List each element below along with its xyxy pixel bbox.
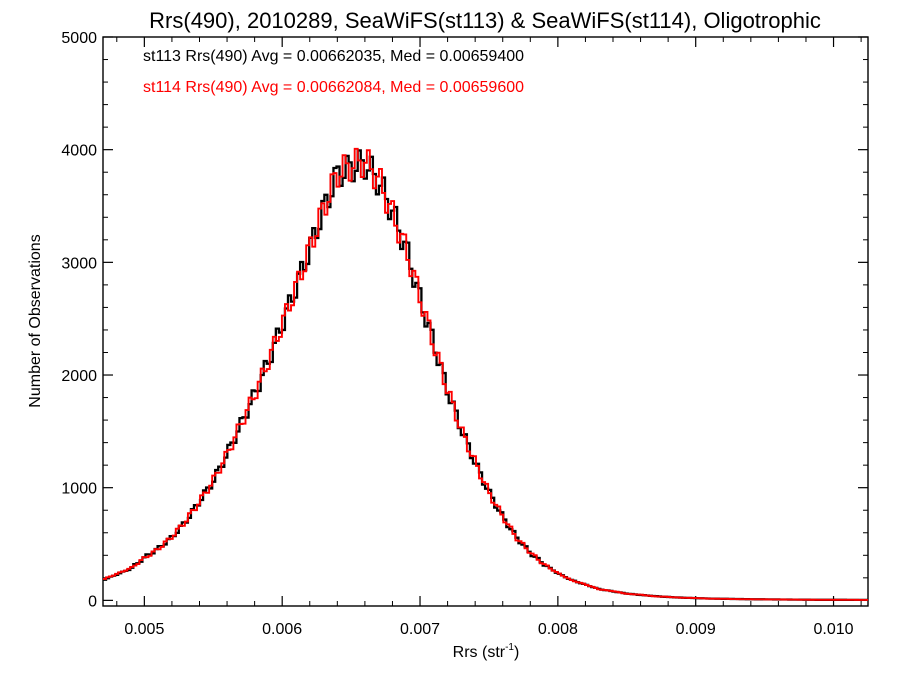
- y-tick-label: 3000: [61, 255, 97, 272]
- y-tick-label: 1000: [61, 481, 97, 498]
- x-tick-label: 0.006: [262, 621, 302, 638]
- x-tick-label: 0.005: [124, 621, 164, 638]
- x-axis-ticks: 0.005 0.006 0.007 0.008 0.009 0.010: [116, 37, 862, 638]
- st113-stats-annotation: st113 Rrs(490) Avg = 0.00662035, Med = 0…: [143, 48, 524, 65]
- st114-stats-annotation: st114 Rrs(490) Avg = 0.00662084, Med = 0…: [143, 79, 524, 96]
- y-axis-ticks: 0 1000 2000 3000 4000 5000: [61, 30, 868, 610]
- y-tick-label: 0: [88, 593, 97, 610]
- x-tick-label: 0.008: [538, 621, 578, 638]
- x-axis-label-superscript: -1: [505, 642, 514, 653]
- x-axis-label-close: ): [514, 644, 519, 661]
- y-tick-label: 5000: [61, 30, 97, 47]
- x-tick-label: 0.010: [814, 621, 854, 638]
- y-tick-label: 4000: [61, 143, 97, 160]
- y-axis-label: Number of Observations: [27, 234, 44, 407]
- y-tick-label: 2000: [61, 368, 97, 385]
- plot-frame: [102, 36, 869, 607]
- series-st113-line: [103, 149, 868, 602]
- x-axis-label-main: Rrs (str: [453, 644, 506, 661]
- series-st114-line: [103, 147, 869, 601]
- x-tick-label: 0.007: [400, 621, 440, 638]
- chart-title: Rrs(490), 2010289, SeaWiFS(st113) & SeaW…: [149, 8, 821, 33]
- x-tick-label: 0.009: [676, 621, 716, 638]
- x-axis-label: Rrs (str-1): [453, 642, 520, 661]
- series-layer: [103, 147, 869, 602]
